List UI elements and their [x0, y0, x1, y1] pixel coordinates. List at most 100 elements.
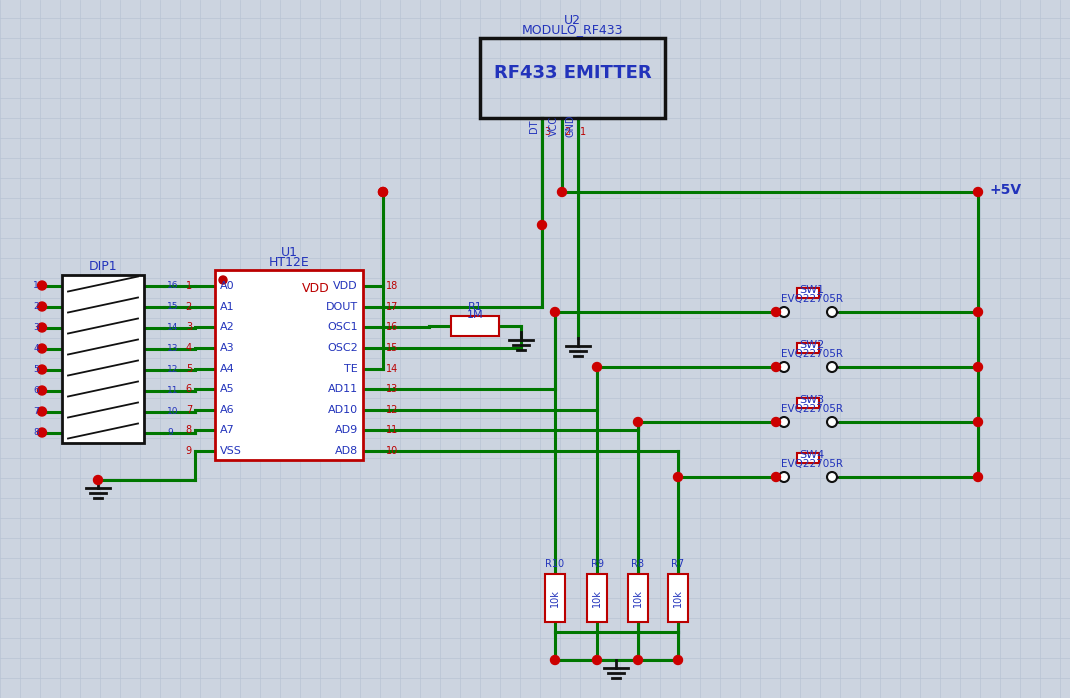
Text: SW2: SW2: [799, 340, 825, 350]
Text: 1: 1: [33, 281, 39, 290]
Circle shape: [974, 188, 982, 197]
Circle shape: [379, 188, 387, 197]
Text: 17: 17: [386, 302, 398, 311]
Text: U2: U2: [564, 13, 581, 27]
Text: 4: 4: [186, 343, 192, 353]
Bar: [450, 316, 499, 336]
Text: A3: A3: [220, 343, 234, 353]
Text: 8: 8: [186, 425, 192, 436]
Text: SW3: SW3: [799, 395, 825, 405]
Text: 15: 15: [167, 302, 179, 311]
Text: 5: 5: [33, 365, 39, 374]
Text: EVQ22705R: EVQ22705R: [781, 294, 843, 304]
Text: R8: R8: [631, 559, 644, 569]
Circle shape: [673, 655, 683, 664]
Text: MODULO_RF433: MODULO_RF433: [522, 24, 623, 36]
Text: 11: 11: [386, 425, 398, 436]
Text: A0: A0: [220, 281, 234, 291]
Circle shape: [550, 308, 560, 316]
Circle shape: [827, 362, 837, 372]
Circle shape: [827, 417, 837, 427]
Circle shape: [779, 362, 789, 372]
Circle shape: [633, 655, 642, 664]
Circle shape: [827, 307, 837, 317]
Text: AD10: AD10: [327, 405, 358, 415]
Bar: [628, 574, 648, 622]
Text: +5V: +5V: [990, 183, 1022, 197]
Text: AD8: AD8: [335, 446, 358, 456]
Text: 14: 14: [167, 323, 179, 332]
Text: 2: 2: [186, 302, 192, 311]
Circle shape: [779, 417, 789, 427]
Circle shape: [557, 188, 566, 197]
Text: EVQ22705R: EVQ22705R: [781, 349, 843, 359]
Text: 5: 5: [186, 364, 192, 373]
Text: 6: 6: [186, 384, 192, 394]
Bar: [797, 453, 819, 463]
Circle shape: [633, 417, 642, 426]
Text: 3: 3: [544, 127, 550, 137]
Text: U1: U1: [280, 246, 297, 260]
Bar: [797, 343, 819, 353]
Text: A2: A2: [220, 322, 234, 332]
Bar: [62, 275, 144, 443]
Circle shape: [779, 472, 789, 482]
Text: R1: R1: [468, 302, 483, 312]
Text: OSC1: OSC1: [327, 322, 358, 332]
Text: 9: 9: [186, 446, 192, 456]
Text: 3: 3: [186, 322, 192, 332]
Text: 7: 7: [33, 407, 39, 416]
Circle shape: [37, 323, 46, 332]
Text: GND: GND: [565, 114, 575, 138]
Text: 16: 16: [386, 322, 398, 332]
Circle shape: [974, 362, 982, 371]
Text: EVQ22705R: EVQ22705R: [781, 459, 843, 469]
Circle shape: [593, 362, 601, 371]
Circle shape: [550, 655, 560, 664]
Text: TE: TE: [345, 364, 358, 373]
Text: A5: A5: [220, 384, 234, 394]
Bar: [215, 270, 363, 460]
Text: 10k: 10k: [633, 589, 643, 607]
Text: DOUT: DOUT: [326, 302, 358, 311]
Text: 1M: 1M: [467, 310, 484, 320]
Bar: [587, 574, 607, 622]
Bar: [545, 574, 565, 622]
Text: 16: 16: [167, 281, 179, 290]
Circle shape: [771, 473, 780, 482]
Text: A7: A7: [220, 425, 234, 436]
Circle shape: [379, 188, 387, 197]
Circle shape: [37, 365, 46, 374]
Bar: [797, 288, 819, 298]
Circle shape: [37, 428, 46, 437]
Text: 10k: 10k: [673, 589, 683, 607]
Text: 12: 12: [167, 365, 179, 374]
Circle shape: [93, 475, 103, 484]
Text: DT: DT: [529, 119, 539, 133]
Circle shape: [37, 302, 46, 311]
Text: 8: 8: [33, 428, 39, 437]
Text: 12: 12: [386, 405, 398, 415]
Text: 4: 4: [33, 344, 39, 353]
Text: DIP1: DIP1: [89, 260, 118, 272]
Text: 13: 13: [386, 384, 398, 394]
Text: SW4: SW4: [799, 450, 825, 460]
Text: VSS: VSS: [220, 446, 242, 456]
Bar: [668, 574, 688, 622]
Circle shape: [37, 386, 46, 395]
Text: OSC2: OSC2: [327, 343, 358, 353]
Text: 15: 15: [386, 343, 398, 353]
Circle shape: [673, 473, 683, 482]
Circle shape: [827, 472, 837, 482]
Circle shape: [537, 221, 547, 230]
Text: 10: 10: [386, 446, 398, 456]
Circle shape: [974, 308, 982, 316]
Text: VDD: VDD: [334, 281, 358, 291]
Bar: [480, 38, 664, 118]
Text: EVQ22705R: EVQ22705R: [781, 404, 843, 414]
Text: 18: 18: [386, 281, 398, 291]
Text: A4: A4: [220, 364, 234, 373]
Text: AD9: AD9: [335, 425, 358, 436]
Circle shape: [219, 276, 227, 284]
Text: 6: 6: [33, 386, 39, 395]
